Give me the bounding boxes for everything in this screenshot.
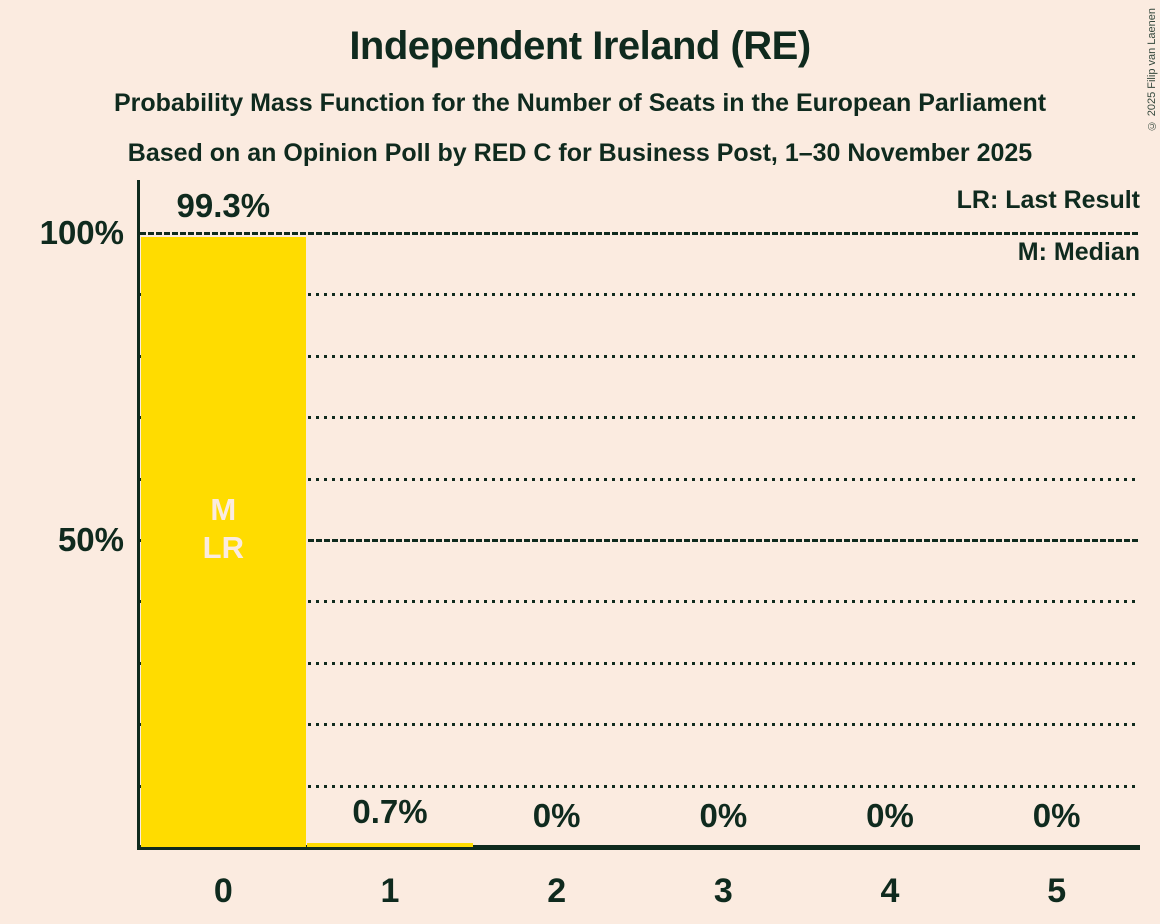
x-axis-tick-label-4: 4 bbox=[880, 872, 900, 910]
gridline-dotted-30 bbox=[140, 661, 1140, 665]
x-axis-tick-label-3: 3 bbox=[713, 872, 733, 910]
x-axis-tick-label-2: 2 bbox=[547, 872, 567, 910]
x-axis-tick-label-5: 5 bbox=[1047, 872, 1067, 910]
y-axis-line bbox=[137, 180, 140, 850]
bar-value-label-4: 0% bbox=[866, 797, 914, 834]
gridline-dotted-20 bbox=[140, 723, 1140, 727]
bar-value-label-5: 0% bbox=[1032, 797, 1081, 834]
y-axis-tick-label-50: 50% bbox=[57, 521, 124, 558]
gridline-major-50 bbox=[140, 539, 1140, 542]
y-axis-tick-label-100: 100% bbox=[39, 214, 124, 251]
chart-subtitle-1: Probability Mass Function for the Number… bbox=[113, 89, 1047, 117]
median-last-result-marker: M LR bbox=[140, 491, 307, 567]
x-axis-line bbox=[137, 845, 1140, 850]
x-axis-tick-label-0: 0 bbox=[213, 872, 233, 910]
chart-subtitle-2: Based on an Opinion Poll by RED C for Bu… bbox=[127, 139, 1033, 167]
median-marker-label: M bbox=[210, 492, 237, 527]
legend-last-result: LR: Last Result bbox=[956, 186, 1140, 214]
gridline-dotted-60 bbox=[140, 477, 1140, 481]
bar-value-label-2: 0% bbox=[532, 797, 581, 834]
gridline-major-100 bbox=[140, 232, 1140, 235]
bar-value-label-0: 99.3% bbox=[176, 187, 271, 225]
last-result-marker-label: LR bbox=[202, 530, 244, 565]
gridline-dotted-40 bbox=[140, 600, 1140, 604]
chart-title: Independent Ireland (RE) bbox=[349, 24, 811, 68]
x-axis-tick-label-1: 1 bbox=[380, 872, 400, 910]
gridline-dotted-70 bbox=[140, 416, 1140, 420]
legend-median: M: Median bbox=[1017, 238, 1140, 266]
bar-value-label-1: 0.7% bbox=[352, 792, 428, 830]
gridline-dotted-80 bbox=[140, 354, 1140, 358]
bar-seats-0 bbox=[140, 237, 307, 847]
bar-seats-1 bbox=[307, 842, 473, 847]
gridline-dotted-10 bbox=[140, 784, 1140, 788]
bar-value-label-3: 0% bbox=[699, 797, 748, 834]
gridline-dotted-90 bbox=[140, 293, 1140, 297]
